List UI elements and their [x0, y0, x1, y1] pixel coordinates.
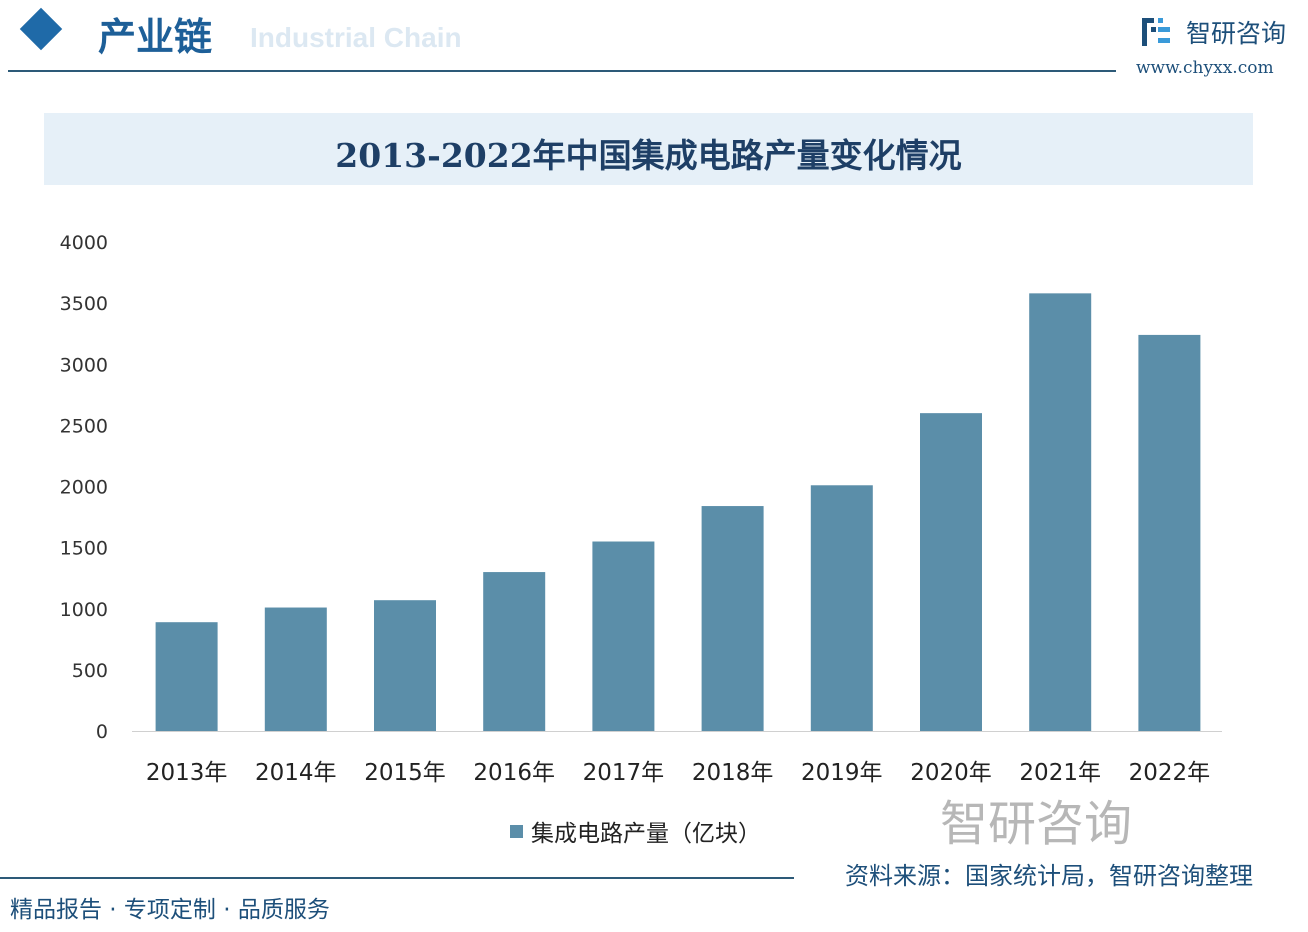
bar	[264, 607, 327, 731]
x-tick-label: 2014年	[255, 760, 337, 786]
x-tick-label: 2016年	[473, 760, 555, 786]
x-tick-label: 2017年	[583, 760, 665, 786]
watermark-logo: 智研咨询	[940, 796, 1133, 852]
y-tick-label: 500	[72, 660, 108, 682]
y-tick-label: 2000	[60, 477, 108, 499]
x-tick-label: 2022年	[1129, 760, 1211, 786]
x-tick-label: 2013年	[146, 760, 228, 786]
y-tick-label: 3500	[60, 293, 108, 315]
section-subtitle: Industrial Chain	[250, 22, 462, 53]
x-tick-label: 2018年	[692, 760, 774, 786]
bar	[701, 506, 764, 731]
y-tick-label: 1500	[60, 538, 108, 560]
x-tick-label: 2015年	[364, 760, 446, 786]
bar-chart: 0 500 1000 1500 2000 2500 3000 3500 4000 2013年 201…	[60, 232, 1222, 786]
section-title: 产业链	[98, 15, 213, 59]
source-note: 资料来源：国家统计局，智研咨询整理	[845, 862, 1253, 890]
x-tick-label: 2020年	[910, 760, 992, 786]
footer-divider	[0, 877, 794, 879]
title-band: 2013-2022年中国集成电路产量变化情况	[44, 113, 1253, 185]
header-divider	[8, 70, 1116, 72]
chart-title: 2013-2022年中国集成电路产量变化情况	[335, 136, 962, 175]
y-tick-label: 3000	[60, 354, 108, 376]
brand-logo-icon	[1142, 18, 1170, 46]
y-tick-label: 4000	[60, 232, 108, 254]
bar	[810, 485, 873, 731]
legend: 集成电路产量（亿块）	[510, 814, 761, 848]
bar	[1029, 293, 1092, 731]
bar	[1138, 334, 1201, 731]
bar	[920, 413, 982, 731]
y-tick-label: 0	[96, 721, 108, 743]
x-tick-label: 2019年	[801, 760, 883, 786]
x-tick-label: 2021年	[1019, 760, 1101, 786]
brand-name: 智研咨询	[1186, 19, 1287, 48]
footer-slogan: 精品报告 · 专项定制 · 品质服务	[10, 897, 330, 923]
y-tick-label: 1000	[60, 599, 108, 621]
bar	[155, 622, 218, 731]
bar	[483, 572, 546, 731]
bar	[592, 541, 655, 731]
brand-url: www.chyxx.com	[1136, 58, 1274, 78]
legend-label: 集成电路产量（亿块）	[531, 821, 761, 847]
legend-swatch	[510, 824, 523, 838]
y-tick-label: 2500	[60, 415, 108, 437]
bar	[374, 600, 436, 731]
